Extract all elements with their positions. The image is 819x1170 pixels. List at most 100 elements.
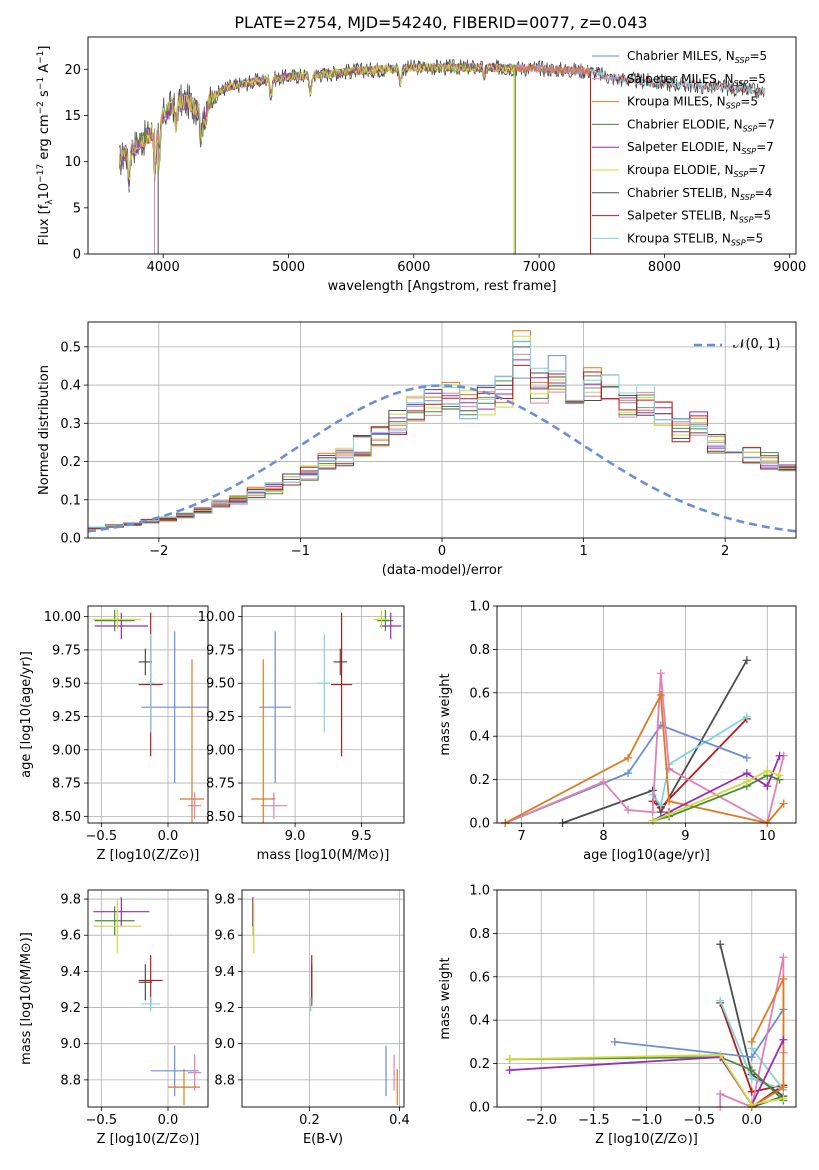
spectrum-series-chabrier-elodie [118,62,516,184]
weight-line-kroupa-elodie [509,1053,784,1106]
x-tick-label: 2 [721,544,729,559]
y-axis-label: mass weight [438,673,453,755]
x-tick-label: −0.5 [86,1113,118,1128]
y-tick-label: 9.25 [206,710,235,725]
x-tick-label: −0.5 [683,1113,715,1128]
y-tick-label: 8.8 [214,1073,235,1088]
weight-marker-salpeter-elodie [775,751,784,760]
weight-marker-kroupa-elodie [716,1050,725,1059]
panel-age-vs-Z: −0.5 0.0 8.50 8.75 9.00 9.25 9.50 9.75 10.00 Z [l… [19,605,209,863]
weight-marker-kroupa-miles [779,974,788,983]
x-tick-label: 10 [759,829,776,844]
weight-marker-salpeter-miles [716,1089,725,1098]
legend-entry: Kroupa STELIB, NSSP=5 [627,231,763,247]
x-axis-label: age [log10(age/yr)] [583,848,710,863]
spectrum-series-kroupa-miles [118,63,591,185]
y-tick-label: 9.6 [60,929,81,944]
weight-marker-kroupa-miles [779,1083,788,1092]
y-tick-label: 10 [64,155,81,170]
weight-marker-kroupa-miles [779,799,788,808]
y-tick-label: 9.75 [206,643,235,658]
y-tick-label: 0.2 [469,1057,490,1072]
weight-marker-kroupa-elodie [648,816,657,825]
x-tick-label: −1.5 [578,1113,610,1128]
weight-marker-salpeter-miles [624,805,633,814]
x-tick-label: 0.2 [299,1113,320,1128]
y-tick-label: 9.4 [60,965,81,980]
weight-marker-kroupa-elodie [779,1094,788,1103]
y-tick-label: 0.4 [469,730,490,745]
histogram-salpeter-stelib [88,364,796,538]
weight-marker-salpeter-elodie [742,769,751,778]
legend-entry: Salpeter ELODIE, NSSP=7 [627,140,774,156]
y-tick-label: 9.6 [214,929,235,944]
axes-frame [87,321,797,539]
x-tick-label: 9.5 [351,829,372,844]
x-axis-label: Z [log10(Z/Z⊙)] [595,1132,698,1147]
y-tick-label: 10.00 [198,610,235,625]
y-tick-label: 15 [64,109,81,124]
spectrum-series-chabrier-miles [118,62,591,182]
x-axis-label: mass [log10(M/M⊙)] [257,848,390,863]
axes-frame [87,605,209,824]
normal-reference-curve [88,384,796,533]
y-tick-label: 9.25 [52,710,81,725]
histogram-kroupa-stelib [88,341,796,538]
x-tick-label: 0.0 [741,1113,762,1128]
y-axis-label: mass [log10(M/M⊙)] [19,932,34,1065]
weight-marker-kroupa-miles [656,690,665,699]
y-tick-label: 9.4 [214,965,235,980]
weight-marker-kroupa-stelib [747,1074,756,1083]
x-tick-label: 8000 [648,260,681,275]
weight-marker-salpeter-elodie [779,1035,788,1044]
x-tick-label: −2 [149,544,168,559]
axes-frame [496,605,797,824]
weight-marker-kroupa-stelib [742,712,751,721]
weight-marker-kroupa-elodie [747,1100,756,1109]
weight-line-salpeter-stelib [719,1002,784,1107]
legend-entry: Chabrier ELODIE, NSSP=7 [627,117,775,133]
y-tick-label: 0.1 [60,493,81,508]
y-axis-label: Normed distribution [37,365,52,495]
y-tick-label: 0 [73,248,81,263]
legend-entry: Chabrier STELIB, NSSP=4 [627,186,772,202]
y-tick-label: 0.6 [469,970,490,985]
spectrum-series-kroupa-elodie [118,62,516,181]
y-tick-label: 8.8 [60,1073,81,1088]
x-tick-label: 0.4 [389,1113,410,1128]
y-tick-label: 9.0 [214,1037,235,1052]
weight-marker-salpeter-miles [656,669,665,678]
panels: 4000 5000 6000 7000 8000 900005101520waveleng… [19,36,806,1147]
x-axis-label: E(B-V) [303,1132,343,1147]
y-tick-label: 0.0 [60,532,81,547]
x-tick-label: 4000 [147,260,180,275]
spectrum-series-salpeter-elodie [118,62,516,187]
y-tick-label: 20 [64,63,81,78]
x-tick-label: 7 [517,829,525,844]
x-axis-label: wavelength [Angstrom, rest frame] [328,279,557,294]
panel-weight-vs-Z: −2.0 −1.5 −1.0 −0.5 0.0 0.0 0.2 0.4 0.6 0.8 1.0 Z [… [438,884,797,1147]
weight-marker-chabrier-miles [624,769,633,778]
weight-line-kroupa-miles [750,978,785,1107]
weight-marker-kroupa-elodie [505,1055,514,1064]
y-axis-label: age [log10(age/yr)] [19,651,34,778]
legend-entry: Kroupa MILES, NSSP=5 [627,95,758,111]
panel-weight-vs-age: 7 8 9 10 0.0 0.2 0.4 0.6 0.8 1.0 age [log10(age/yr… [438,600,797,863]
y-tick-label: 0.0 [469,1101,490,1116]
axes-frame [87,36,797,255]
x-tick-label: 6000 [397,260,430,275]
y-tick-label: 0.8 [469,643,490,658]
x-tick-label: 0.0 [158,1113,179,1128]
panel-residual-histogram: −2 −1 0 1 2 0.0 0.1 0.2 0.3 0.4 0.5 𝒩(0, 1) (data-mo… [37,321,797,578]
x-tick-label: 5000 [272,260,305,275]
x-tick-label: 9 [681,829,689,844]
y-tick-label: 0.2 [60,455,81,470]
y-tick-label: 8.75 [52,777,81,792]
y-tick-label: 10.00 [44,610,81,625]
weight-marker-kroupa-elodie [665,810,674,819]
x-tick-label: −2.0 [525,1113,557,1128]
legend-entry: Chabrier MILES, NSSP=5 [627,49,767,65]
weight-marker-kroupa-miles [624,753,633,762]
y-tick-label: 9.8 [214,893,235,908]
weight-marker-kroupa-stelib [656,801,665,810]
